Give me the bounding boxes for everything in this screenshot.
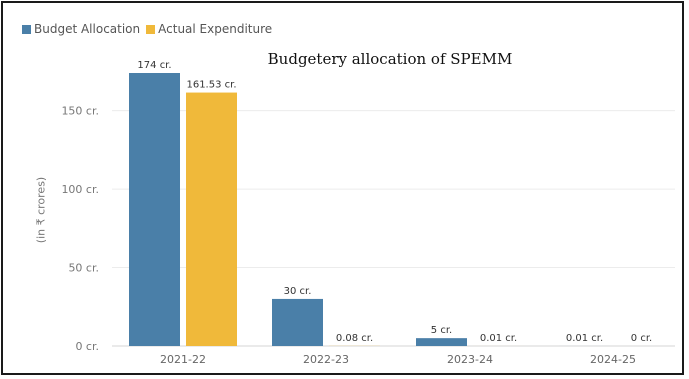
data-label-actual: 161.53 cr. xyxy=(186,80,236,91)
bar-budget xyxy=(129,73,180,346)
x-tick-label: 2022-23 xyxy=(303,353,349,366)
bar-budget xyxy=(416,338,467,346)
y-tick-label: 50 cr. xyxy=(68,262,99,275)
legend-label-budget: Budget Allocation xyxy=(34,22,141,36)
bar-actual xyxy=(186,92,237,346)
chart-title: Budgetery allocation of SPEMM xyxy=(267,50,513,68)
legend-swatch-actual xyxy=(146,24,156,34)
data-label-actual: 0.01 cr. xyxy=(480,333,517,344)
x-tick-label: 2024-25 xyxy=(590,353,636,366)
data-label-budget: 5 cr. xyxy=(431,325,452,336)
y-tick-label: 0 cr. xyxy=(75,340,99,353)
data-label-actual: 0 cr. xyxy=(631,333,652,344)
chart-frame xyxy=(1,1,684,375)
legend: Budget Allocation Actual Expenditure xyxy=(22,22,278,36)
y-tick-label: 150 cr. xyxy=(61,105,99,118)
data-label-actual: 0.08 cr. xyxy=(336,333,373,344)
legend-item-actual[interactable]: Actual Expenditure xyxy=(146,22,272,36)
x-tick-label: 2023-24 xyxy=(447,353,493,366)
legend-label-actual: Actual Expenditure xyxy=(158,22,273,36)
legend-item-budget[interactable]: Budget Allocation xyxy=(22,22,140,36)
x-tick-label: 2021-22 xyxy=(160,353,206,366)
y-tick-label: 100 cr. xyxy=(61,183,99,196)
data-label-budget: 174 cr. xyxy=(137,60,171,71)
bar-budget xyxy=(272,298,323,346)
data-label-budget: 30 cr. xyxy=(284,286,312,297)
legend-swatch-budget xyxy=(22,24,31,34)
data-label-budget: 0.01 cr. xyxy=(566,333,603,344)
